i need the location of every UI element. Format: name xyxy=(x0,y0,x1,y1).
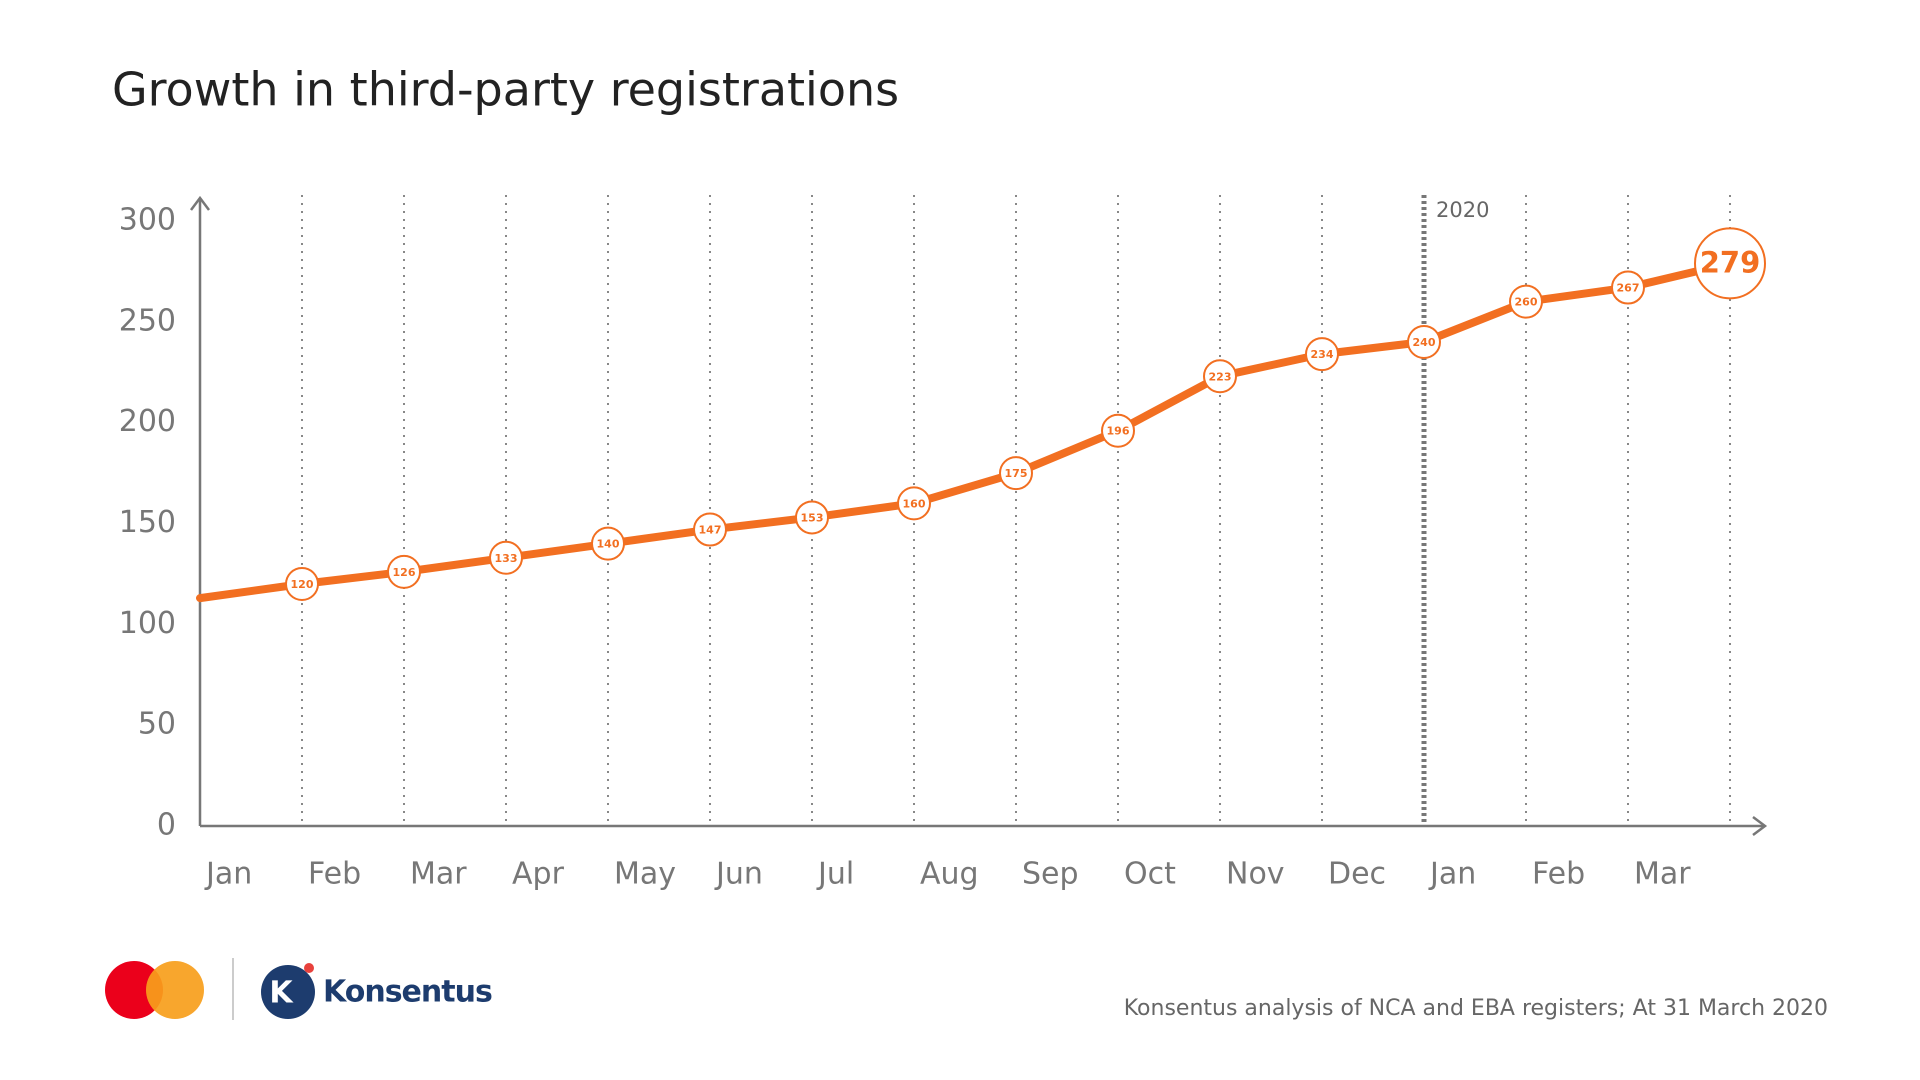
konsentus-icon-dot xyxy=(304,963,314,973)
data-label: 160 xyxy=(903,497,926,510)
point xyxy=(1509,284,1543,319)
point xyxy=(1101,413,1135,448)
x-tick-label: Apr xyxy=(512,857,565,892)
x-tick-label: Feb xyxy=(308,857,361,892)
konsentus-icon xyxy=(261,965,315,1019)
x-tick-label: Jan xyxy=(1428,857,1476,892)
source: Konsentus analysis of NCA and EBA regist… xyxy=(1124,996,1828,1021)
y-tick-label: 50 xyxy=(138,707,176,742)
point xyxy=(285,567,319,601)
data-label: 133 xyxy=(495,552,518,565)
x-tick-label: Sep xyxy=(1022,857,1079,892)
x-tick-label: Feb xyxy=(1532,857,1585,892)
point xyxy=(999,456,1033,491)
x-axis-arrow xyxy=(1752,816,1768,836)
point xyxy=(1203,359,1237,394)
point xyxy=(1611,270,1645,305)
x-tick-label: Dec xyxy=(1328,857,1386,892)
konsentus-icon-letter: K xyxy=(269,976,294,1011)
data-label: 223 xyxy=(1209,370,1232,383)
y-tick-label: 250 xyxy=(119,303,176,338)
data-label: 196 xyxy=(1107,425,1130,438)
point xyxy=(387,554,421,589)
y-tick-label: 0 xyxy=(157,808,176,843)
chart-title: Growth in third-party registrations xyxy=(112,63,899,117)
data-label: 126 xyxy=(393,566,416,579)
point xyxy=(1694,227,1766,300)
x-tick-label: May xyxy=(614,857,676,892)
data-label: 279 xyxy=(1700,245,1761,279)
y-tick-label: 300 xyxy=(119,203,176,238)
point xyxy=(1407,325,1441,359)
logo-circle xyxy=(105,961,163,1019)
x-tick-label: Mar xyxy=(1634,857,1691,892)
data-label: 260 xyxy=(1515,296,1538,309)
data-label: 234 xyxy=(1311,348,1334,361)
x-tick-label: Mar xyxy=(410,857,467,892)
data-label: 140 xyxy=(597,538,620,551)
y-tick-label: 200 xyxy=(119,404,176,439)
point xyxy=(795,500,829,535)
data-label: 175 xyxy=(1005,467,1028,480)
data-label: 120 xyxy=(291,578,314,591)
data-label: 240 xyxy=(1413,336,1436,349)
x-tick-label: Oct xyxy=(1124,857,1176,892)
point xyxy=(693,512,727,547)
x-tick-label: Jan xyxy=(204,857,252,892)
point xyxy=(1305,337,1339,372)
point xyxy=(591,526,625,561)
x-tick-label: Nov xyxy=(1226,857,1285,892)
data-label: 147 xyxy=(699,524,722,537)
point xyxy=(897,486,931,521)
x-tick-label: Aug xyxy=(920,857,979,892)
line xyxy=(196,259,1734,603)
logo-circle xyxy=(146,961,204,1019)
y-tick-label: 100 xyxy=(119,606,176,641)
point xyxy=(489,540,523,575)
y-tick-label: 150 xyxy=(119,505,176,540)
data-label: 267 xyxy=(1617,282,1640,295)
logo-text: Konsentus xyxy=(323,975,492,1010)
year-label: 2020 xyxy=(1436,198,1489,222)
x-tick-label: Jul xyxy=(816,857,854,892)
y-axis-arrow xyxy=(190,195,210,211)
x-tick-label: Jun xyxy=(714,857,763,892)
data-label: 153 xyxy=(801,511,824,524)
mastercard-logo xyxy=(105,961,204,1019)
